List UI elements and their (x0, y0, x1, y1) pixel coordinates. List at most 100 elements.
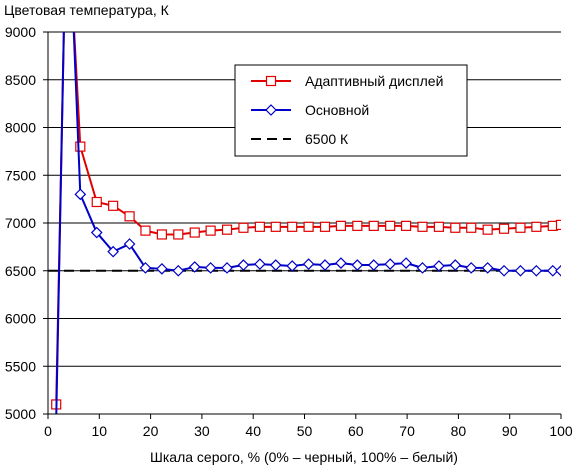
series-1 (55, 32, 561, 414)
point-diamond-9 (172, 264, 185, 277)
y-tick-label-7500: 7500 (5, 167, 36, 183)
x-axis-title: Шкала серого, % (0% – черный, 100% – бел… (150, 449, 458, 465)
point-diamond-31 (530, 264, 543, 277)
point-square-3 (75, 141, 86, 152)
point-square-23 (400, 220, 412, 231)
legend-label-main: Основной (305, 102, 369, 118)
point-square-11 (205, 225, 216, 236)
x-tick-label-50: 50 (297, 423, 313, 439)
x-tick-label-100: 100 (549, 423, 573, 439)
point-diamond-5 (107, 245, 119, 258)
point-square-30 (515, 222, 526, 233)
point-diamond-15 (269, 259, 282, 271)
series-line-1 (55, 32, 561, 414)
point-square-27 (466, 222, 477, 233)
x-tick-label-0: 0 (44, 423, 52, 439)
legend-item-reference: 6500 К (251, 131, 349, 147)
point-square-33 (555, 219, 561, 231)
point-square-5 (108, 200, 119, 211)
point-diamond-24 (416, 262, 429, 274)
point-square-9 (173, 229, 184, 240)
point-square-6 (124, 211, 135, 222)
point-diamond-11 (204, 262, 217, 274)
series-layer (51, 32, 561, 414)
point-diamond-28 (481, 262, 494, 274)
x-tick-label-70: 70 (399, 423, 415, 439)
legend-diamond-marker-icon (265, 104, 277, 116)
point-diamond-29 (498, 264, 510, 277)
point-diamond-12 (221, 262, 233, 274)
legend-item-adaptive: Адаптивный дисплей (251, 73, 443, 89)
point-square-18 (319, 221, 331, 232)
point-square-22 (385, 220, 396, 231)
legend-item-main: Основной (251, 102, 369, 118)
point-diamond-20 (351, 259, 364, 271)
point-diamond-30 (514, 264, 527, 277)
series-line-0 (55, 32, 561, 405)
point-diamond-25 (433, 260, 445, 272)
point-diamond-10 (188, 261, 201, 273)
point-square-28 (482, 224, 493, 235)
point-square-14 (254, 221, 265, 232)
point-diamond-8 (156, 262, 168, 275)
point-diamond-23 (400, 257, 412, 269)
point-square-15 (270, 221, 281, 232)
point-diamond-26 (449, 259, 462, 271)
point-diamond-19 (335, 257, 347, 269)
point-square-19 (335, 220, 347, 231)
point-diamond-33 (555, 264, 561, 277)
point-diamond-32 (546, 264, 559, 277)
y-tick-labels: 5000 5500 6000 6500 7000 7500 8000 8500 9000 (5, 24, 36, 422)
point-diamond-3 (74, 188, 87, 201)
point-diamond-21 (367, 259, 380, 271)
x-tick-labels: 0 10 20 30 40 50 60 70 80 90 100 (44, 423, 573, 439)
x-tick-label-10: 10 (92, 423, 108, 439)
point-square-4 (91, 196, 102, 208)
y-tick-label-6500: 6500 (5, 263, 36, 279)
point-square-25 (433, 221, 445, 232)
point-diamond-6 (123, 238, 136, 250)
point-square-7 (140, 225, 151, 236)
x-tick-label-30: 30 (194, 423, 210, 439)
point-diamond-14 (254, 258, 266, 270)
x-tick-label-20: 20 (143, 423, 159, 439)
y-tick-label-9000: 9000 (5, 24, 36, 40)
point-diamond-27 (465, 262, 478, 274)
y-tick-label-5500: 5500 (5, 358, 36, 374)
x-tick-label-90: 90 (502, 423, 518, 439)
x-tick-label-80: 80 (451, 423, 467, 439)
point-diamond-0 (55, 412, 58, 414)
point-square-20 (352, 220, 363, 231)
point-square-29 (498, 223, 510, 234)
point-diamond-13 (237, 259, 250, 271)
point-diamond-22 (384, 258, 397, 270)
point-diamond-17 (302, 258, 315, 270)
point-square-8 (156, 229, 167, 240)
legend-label-adaptive: Адаптивный дисплей (305, 73, 443, 89)
point-diamond-7 (139, 262, 152, 274)
point-square-21 (368, 220, 379, 231)
x-tick-label-40: 40 (245, 423, 261, 439)
point-diamond-18 (319, 259, 331, 271)
point-square-26 (450, 222, 461, 233)
point-square-13 (238, 222, 249, 233)
point-square-16 (287, 221, 298, 232)
y-tick-label-7000: 7000 (5, 215, 36, 231)
legend-square-marker-icon (265, 75, 277, 87)
point-square-10 (189, 227, 200, 238)
point-square-31 (531, 221, 542, 232)
point-diamond-4 (90, 226, 103, 239)
point-square-17 (303, 221, 314, 232)
legend-label-reference: 6500 К (305, 131, 349, 147)
y-tick-label-5000: 5000 (5, 406, 36, 422)
y-tick-label-6000: 6000 (5, 311, 36, 327)
point-square-12 (221, 224, 233, 235)
y-axis-title: Цветовая температура, К (4, 2, 170, 18)
y-tick-label-8500: 8500 (5, 72, 36, 88)
legend: Адаптивный дисплей Основной 6500 К (234, 64, 468, 157)
point-diamond-16 (286, 260, 299, 272)
axes (43, 31, 562, 419)
point-square-24 (417, 221, 428, 232)
y-tick-label-8000: 8000 (5, 120, 36, 136)
